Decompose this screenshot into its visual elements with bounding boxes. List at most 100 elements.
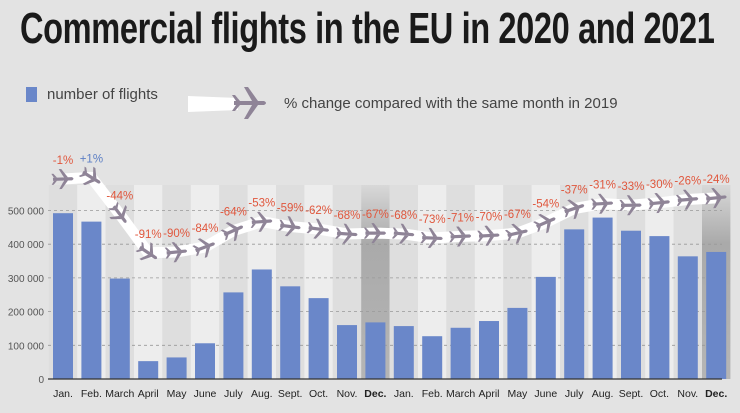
airplane-icon — [220, 222, 244, 242]
x-tick-label: May — [167, 388, 188, 400]
bar — [535, 276, 556, 379]
x-tick-label: Jan. — [53, 388, 73, 400]
bar — [450, 327, 471, 379]
bar — [621, 230, 641, 379]
airplane-icon — [561, 199, 585, 220]
column-band — [134, 185, 163, 379]
airplane-icon — [249, 211, 273, 232]
airplane-icon — [420, 227, 443, 248]
airplane-icon — [477, 225, 500, 246]
percent-change-label: -30% — [646, 179, 673, 191]
bar — [53, 213, 73, 379]
percent-change-label: -68% — [334, 210, 361, 222]
percent-change-label: -62% — [305, 205, 332, 217]
x-tick-label: Aug. — [592, 388, 614, 400]
x-tick-label: Nov. — [337, 388, 358, 400]
bar — [280, 286, 301, 379]
percent-change-label: -54% — [532, 198, 559, 210]
x-tick-label: Jan. — [394, 388, 414, 400]
chart-title: Commercial flights in the EU in 2020 and… — [20, 4, 715, 53]
percent-change-label: -90% — [163, 228, 190, 240]
y-tick-label: 500 000 — [8, 207, 45, 218]
bar — [706, 251, 727, 379]
y-tick-label: 300 000 — [8, 274, 45, 285]
airplane-icon — [590, 193, 614, 214]
legend-bars-label: number of flights — [47, 86, 158, 103]
percent-change-label: -64% — [220, 207, 247, 219]
bar — [649, 236, 670, 379]
bar — [422, 336, 443, 379]
percent-change-label: -73% — [419, 214, 446, 226]
x-tick-label: Oct. — [650, 388, 669, 400]
bar — [365, 322, 386, 379]
x-tick-label: Feb. — [81, 388, 102, 400]
bar — [564, 229, 585, 379]
legend-bars: number of flights — [26, 86, 158, 103]
bar — [507, 307, 528, 379]
airplane-icon — [647, 192, 670, 214]
x-tick-label: June — [534, 388, 557, 400]
bar — [592, 217, 613, 379]
x-tick-label: Dec. — [364, 388, 386, 400]
airplane-icon — [448, 226, 472, 247]
bar — [308, 298, 329, 379]
percent-change-label: -31% — [589, 180, 616, 192]
percent-change-label: -84% — [192, 223, 219, 235]
airplane-icon — [391, 223, 415, 244]
airplane-icon — [188, 87, 266, 119]
bar — [251, 269, 272, 379]
x-tick-label: Nov. — [677, 388, 698, 400]
bar — [138, 361, 159, 379]
x-tick-label: June — [194, 388, 217, 400]
percent-change-label: -70% — [476, 212, 503, 224]
percent-change-label: -33% — [618, 181, 645, 193]
y-tick-label: 100 000 — [8, 341, 45, 352]
x-tick-label: May — [507, 388, 528, 400]
percent-change-label: -1% — [53, 155, 73, 167]
bar — [109, 278, 130, 379]
airplane-icon — [619, 195, 642, 216]
percent-change-label: -37% — [561, 185, 588, 197]
bar — [393, 326, 414, 379]
legend-line: % change compared with the same month in… — [188, 86, 618, 120]
airplane-icon — [704, 188, 727, 209]
x-tick-label: April — [478, 388, 499, 400]
x-tick-label: Oct. — [309, 388, 328, 400]
percent-change-label: -26% — [674, 176, 701, 188]
percent-change-label: -44% — [106, 190, 133, 202]
airplane-icon — [675, 189, 699, 210]
x-tick-label: Feb. — [422, 388, 443, 400]
legend-line-label: % change compared with the same month in… — [284, 94, 618, 112]
airplane-icon — [192, 238, 215, 258]
percent-change-label: -24% — [703, 174, 730, 186]
x-tick-label: Sept. — [278, 388, 303, 400]
percent-change-label: -53% — [248, 198, 275, 210]
percent-change-label: -71% — [447, 212, 474, 224]
y-tick-label: 200 000 — [8, 308, 45, 319]
percent-change-label: +1% — [80, 153, 103, 165]
airplane-icon — [278, 216, 301, 237]
x-tick-label: March — [105, 388, 134, 400]
bar — [479, 321, 499, 379]
airplane-icon — [306, 218, 330, 239]
percent-change-label: -67% — [362, 209, 389, 221]
percent-change-label: -67% — [504, 209, 531, 221]
airplane-icon — [504, 223, 528, 244]
percent-change-label: -59% — [277, 203, 304, 215]
x-tick-label: July — [224, 388, 243, 400]
x-tick-label: Sept. — [619, 388, 644, 400]
y-tick-label: 0 — [38, 375, 44, 386]
bar — [337, 325, 357, 379]
airplane-icon — [533, 213, 556, 234]
x-tick-label: Dec. — [705, 388, 727, 400]
x-tick-label: April — [138, 388, 159, 400]
percent-change-label: -68% — [390, 210, 417, 222]
column-band — [162, 185, 191, 379]
bar — [195, 343, 215, 379]
x-tick-label: July — [565, 388, 584, 400]
bar — [81, 221, 102, 379]
airplane-icon — [363, 223, 386, 244]
airplane-icon — [335, 223, 358, 244]
bar — [166, 357, 187, 379]
